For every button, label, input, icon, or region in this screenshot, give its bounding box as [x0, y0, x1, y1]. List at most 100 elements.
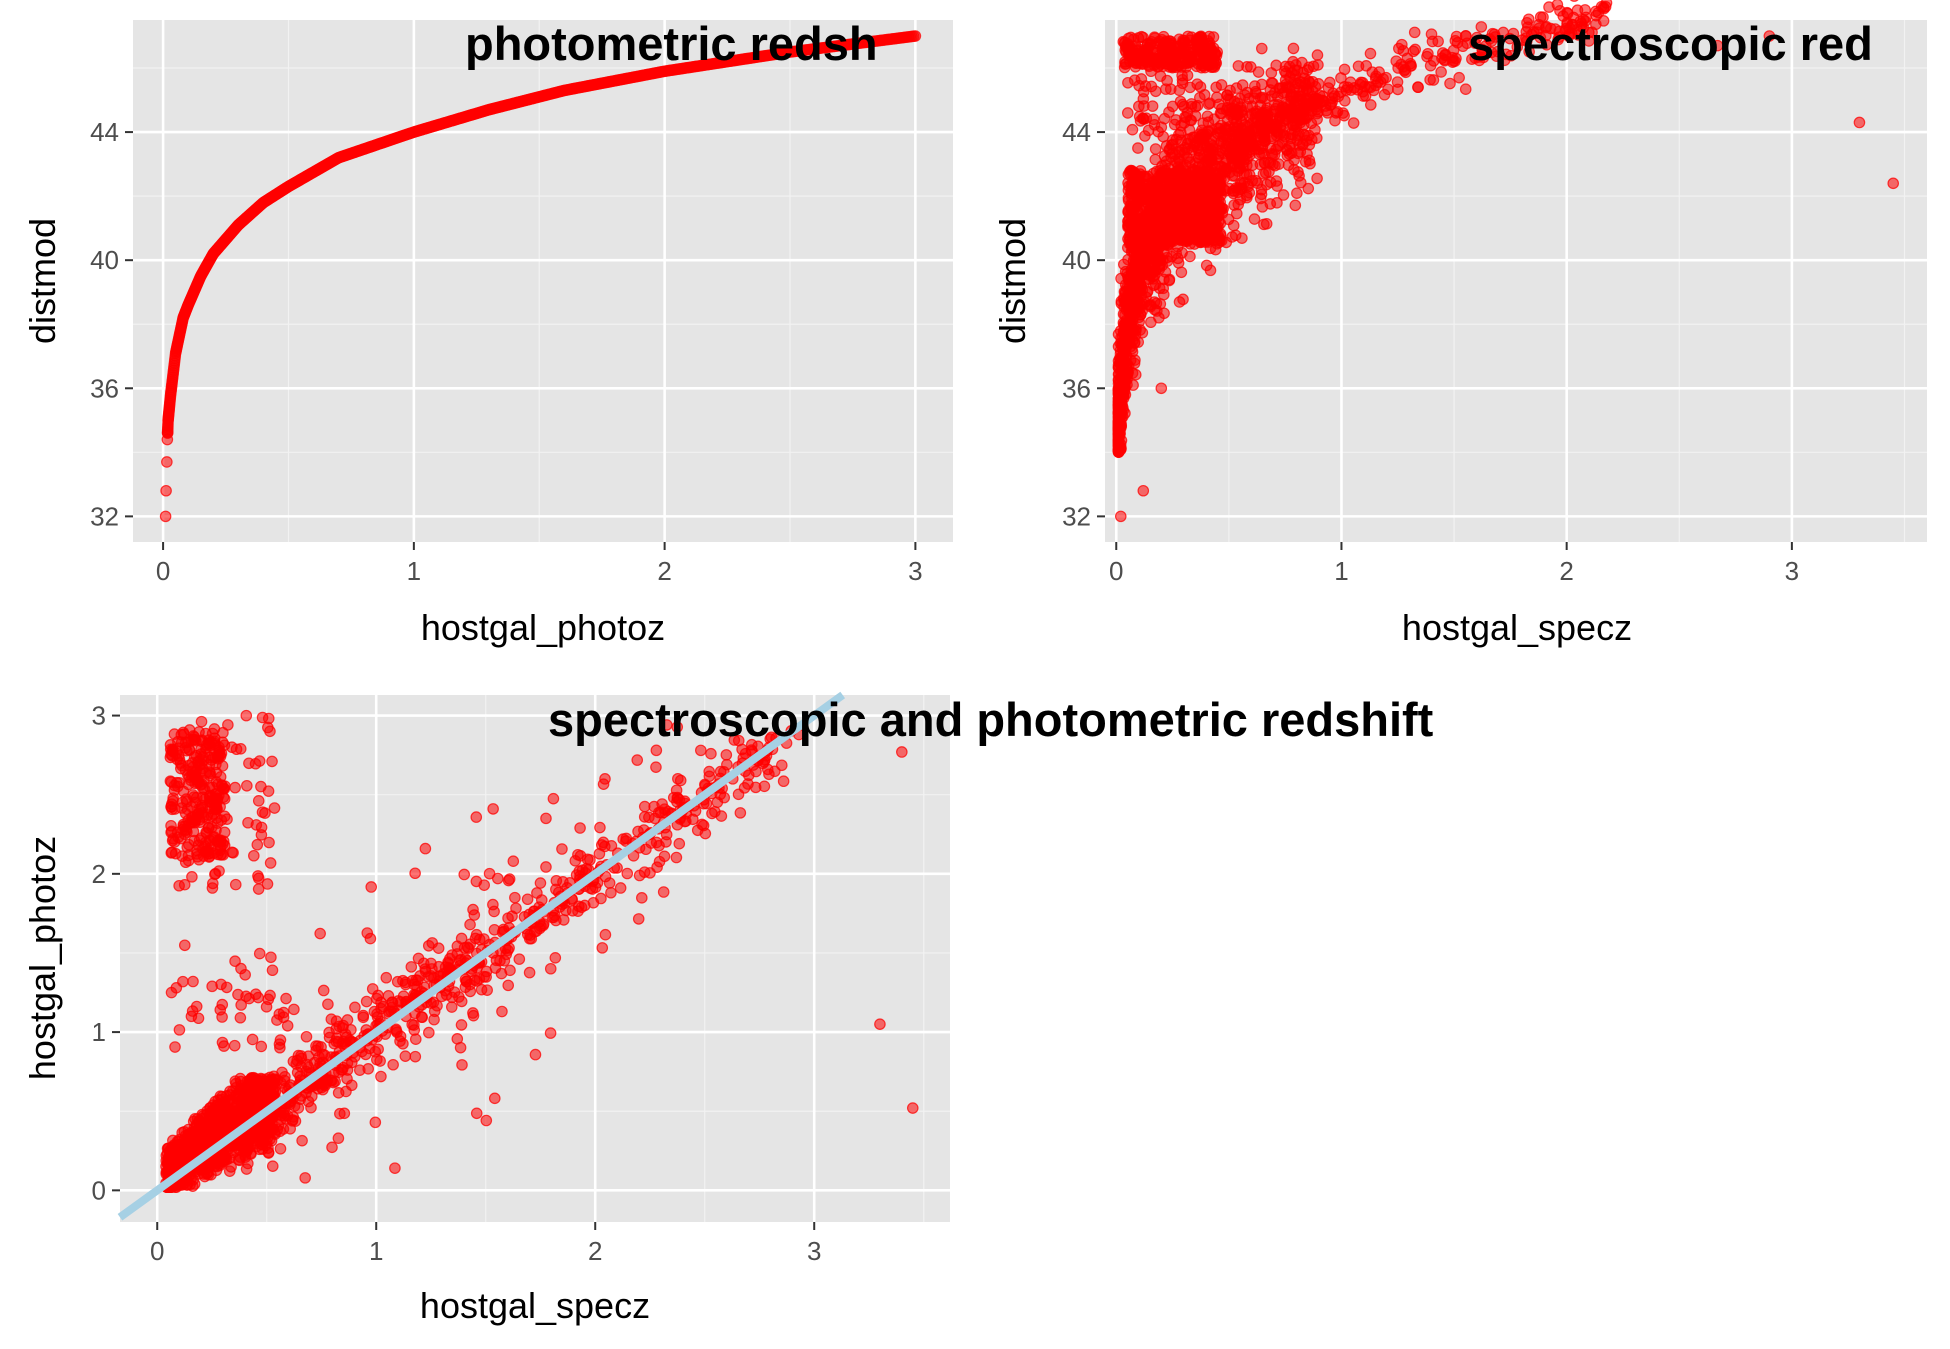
- data-point: [1176, 37, 1189, 49]
- y-tick-label: 40: [90, 245, 119, 275]
- data-point: [349, 1001, 361, 1014]
- data-point: [360, 995, 373, 1008]
- data-point: [1121, 350, 1133, 362]
- data-point: [1151, 56, 1164, 69]
- data-point: [1151, 46, 1164, 59]
- x-tick-label: 0: [156, 556, 170, 586]
- x-tick-label: 3: [1785, 556, 1799, 586]
- data-point: [1247, 140, 1260, 153]
- y-tick-label: 40: [1062, 245, 1091, 275]
- data-point: [1450, 30, 1463, 43]
- data-point: [1311, 107, 1323, 120]
- data-point: [1292, 166, 1304, 178]
- data-point: [621, 867, 634, 880]
- data-point: [594, 821, 606, 834]
- data-point: [405, 961, 418, 973]
- ylabel-1: distmod: [22, 218, 63, 344]
- data-point: [411, 974, 424, 987]
- data-point: [1119, 295, 1132, 308]
- data-point: [1457, 40, 1469, 53]
- x-tick-label: 3: [908, 556, 922, 586]
- data-point: [1234, 183, 1246, 196]
- data-point: [636, 892, 648, 904]
- data-point: [1298, 72, 1311, 85]
- data-point: [1112, 432, 1125, 445]
- data-point: [1166, 147, 1179, 160]
- y-tick-label: 44: [90, 117, 119, 147]
- data-point: [1122, 270, 1134, 283]
- data-point: [1174, 174, 1186, 187]
- data-point: [1285, 66, 1298, 79]
- data-point: [1182, 152, 1195, 165]
- data-point: [1155, 382, 1168, 395]
- data-point: [1145, 196, 1157, 208]
- data-point: [445, 1001, 458, 1013]
- x-tick-label: 2: [657, 556, 671, 586]
- data-point: [1364, 47, 1377, 60]
- data-point: [1143, 273, 1156, 285]
- data-point: [1126, 367, 1139, 379]
- data-point: [620, 832, 633, 845]
- data-point: [330, 1015, 343, 1027]
- data-point: [1185, 31, 1198, 44]
- ylabel-2: distmod: [992, 218, 1033, 344]
- data-point: [1115, 387, 1127, 399]
- data-point: [1324, 76, 1336, 89]
- data-point: [1241, 153, 1253, 165]
- data-point: [1422, 47, 1434, 60]
- xlabel-1: hostgal_photoz: [421, 607, 665, 648]
- data-point: [1143, 258, 1156, 271]
- data-point: [1148, 296, 1161, 308]
- y-tick-label: 36: [1062, 373, 1091, 403]
- data-point: [1154, 70, 1167, 82]
- gridlines-1: [133, 20, 953, 542]
- data-point: [1409, 43, 1422, 56]
- data-point: [593, 847, 606, 860]
- xlabel-2: hostgal_specz: [1402, 607, 1632, 648]
- data-point: [1138, 211, 1151, 224]
- data-point: [1191, 78, 1204, 90]
- data-point: [750, 765, 762, 778]
- data-point: [1225, 107, 1238, 120]
- data-point: [768, 765, 781, 778]
- data-point: [1265, 90, 1278, 102]
- data-point: [1427, 74, 1440, 86]
- data-point: [1228, 199, 1240, 211]
- data-point: [409, 1050, 422, 1063]
- data-point: [1551, 0, 1564, 11]
- data-point: [1136, 305, 1148, 317]
- data-point: [240, 1142, 252, 1155]
- data-point: [1184, 250, 1196, 263]
- title-1: photometric redsh: [465, 17, 878, 70]
- data-point: [1571, 4, 1584, 16]
- data-point: [1256, 201, 1269, 213]
- data-point: [1239, 89, 1251, 102]
- data-point: [1124, 167, 1136, 180]
- data-point: [1426, 35, 1439, 48]
- data-point: [531, 887, 543, 899]
- data-point: [1252, 66, 1265, 78]
- data-point: [1280, 110, 1293, 122]
- data-point: [1311, 49, 1324, 61]
- data-point: [161, 456, 173, 468]
- data-point: [1853, 116, 1866, 129]
- data-point: [584, 854, 596, 866]
- data-point: [1352, 60, 1365, 73]
- data-point: [502, 979, 515, 992]
- data-point: [1211, 205, 1223, 218]
- data-point: [168, 1150, 180, 1162]
- data-point: [1193, 181, 1205, 194]
- data-point: [1209, 48, 1222, 61]
- data-point: [176, 1141, 188, 1153]
- data-point: [1243, 169, 1256, 181]
- data-point: [1160, 83, 1172, 95]
- data-point: [1230, 82, 1243, 94]
- data-point: [1173, 296, 1186, 308]
- data-point: [1138, 100, 1150, 112]
- data-point: [1435, 66, 1447, 78]
- title-2: spectroscopic red: [1468, 17, 1873, 70]
- data-point: [633, 869, 646, 882]
- data-point: [1227, 150, 1239, 163]
- x-tick-label: 2: [1559, 556, 1573, 586]
